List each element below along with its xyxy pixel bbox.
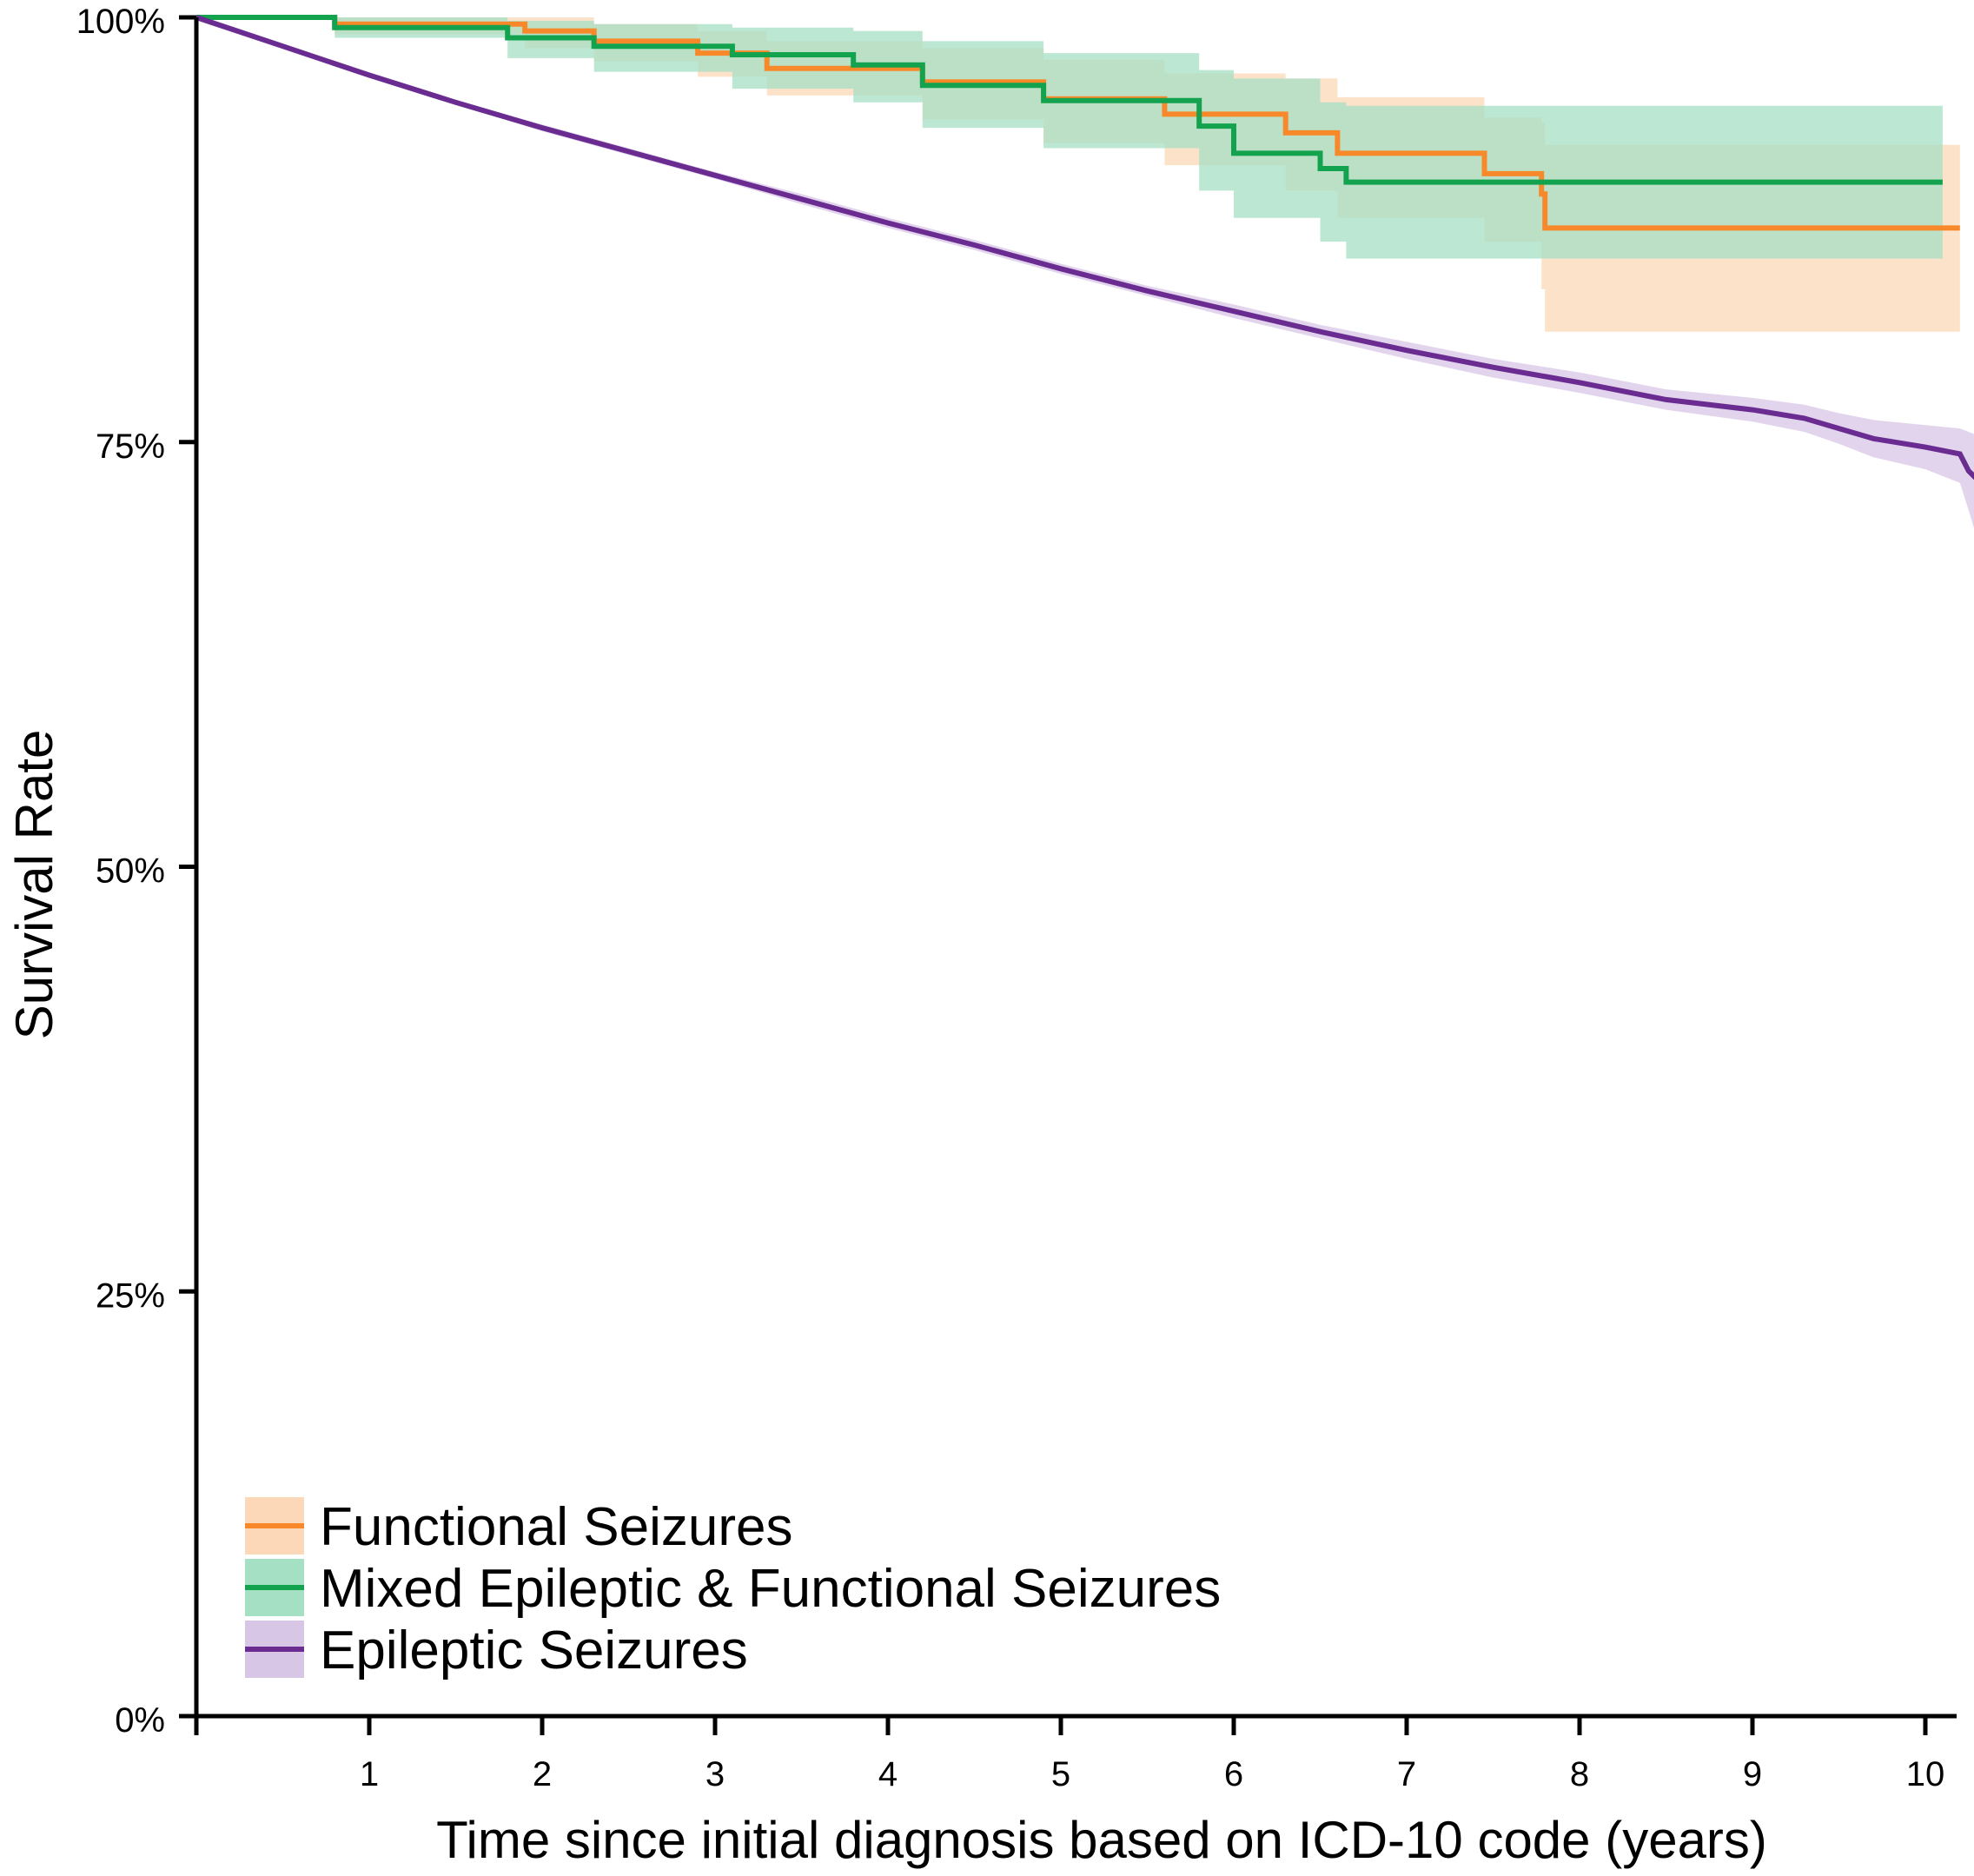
y-tick-label: 50% (96, 852, 165, 891)
confidence-bands (196, 17, 1974, 528)
legend-label: Epileptic Seizures (320, 1621, 748, 1680)
x-tick-label: 7 (1397, 1755, 1416, 1793)
x-ticks: 1 2 3 4 5 6 7 8 9 10 (194, 1716, 1945, 1793)
x-tick-label: 8 (1570, 1755, 1589, 1793)
legend-label: Mixed Epileptic & Functional Seizures (320, 1559, 1221, 1619)
y-tick-label: 75% (96, 428, 165, 466)
x-tick-label: 3 (705, 1755, 725, 1793)
x-tick-label: 5 (1051, 1755, 1070, 1793)
x-tick-label: 4 (878, 1755, 898, 1793)
x-tick-label: 1 (360, 1755, 379, 1793)
y-ticks: 0% 25% 50% 75% 100% (76, 3, 196, 1740)
x-tick-label: 2 (533, 1755, 552, 1793)
x-tick-label: 9 (1743, 1755, 1762, 1793)
legend-label: Functional Seizures (320, 1497, 793, 1557)
x-tick-label: 6 (1224, 1755, 1243, 1793)
survival-curves (195, 15, 1974, 481)
x-tick-label: 10 (1906, 1755, 1945, 1793)
y-tick-label: 25% (96, 1276, 165, 1315)
y-tick-label: 100% (76, 3, 165, 41)
y-tick-label: 0% (115, 1701, 165, 1740)
survival-curve-1 (196, 15, 1943, 185)
axes: 0% 25% 50% 75% 100% 1 2 3 4 5 6 7 8 9 10 (76, 3, 1957, 1793)
confidence-band-1 (196, 17, 1943, 259)
x-axis-title: Time since initial diagnosis based on IC… (436, 1811, 1767, 1869)
survival-curve-2 (195, 15, 1974, 481)
y-axis-title: Survival Rate (5, 730, 63, 1040)
